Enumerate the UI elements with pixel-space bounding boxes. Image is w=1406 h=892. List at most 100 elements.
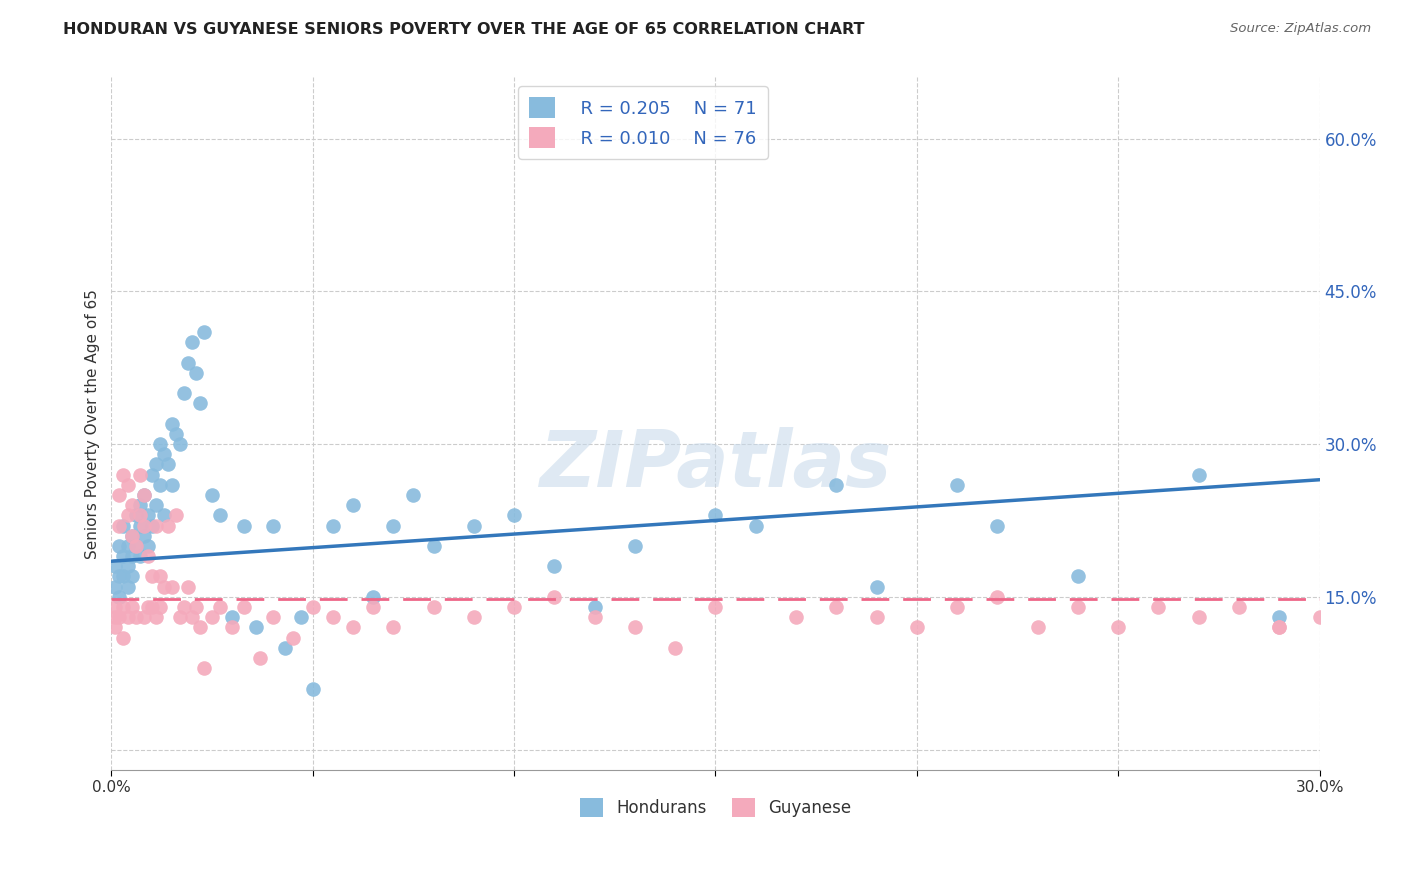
Point bbox=[165, 426, 187, 441]
Point bbox=[825, 600, 848, 615]
Point bbox=[160, 478, 183, 492]
Point bbox=[322, 518, 344, 533]
Point bbox=[160, 417, 183, 431]
Point bbox=[128, 549, 150, 563]
Point bbox=[124, 539, 146, 553]
Point bbox=[112, 467, 135, 482]
Point bbox=[117, 580, 139, 594]
Point bbox=[1227, 600, 1250, 615]
Point bbox=[104, 620, 127, 634]
Point bbox=[624, 620, 647, 634]
Point bbox=[121, 569, 143, 583]
Point bbox=[121, 600, 143, 615]
Point bbox=[181, 610, 204, 624]
Point bbox=[132, 518, 155, 533]
Point bbox=[1067, 569, 1090, 583]
Point bbox=[149, 600, 172, 615]
Point bbox=[121, 529, 143, 543]
Point bbox=[112, 600, 135, 615]
Point bbox=[193, 661, 215, 675]
Point bbox=[108, 610, 131, 624]
Point bbox=[117, 559, 139, 574]
Point bbox=[221, 610, 243, 624]
Point bbox=[132, 529, 155, 543]
Point bbox=[173, 600, 195, 615]
Point bbox=[108, 488, 131, 502]
Point bbox=[825, 478, 848, 492]
Point bbox=[117, 610, 139, 624]
Point bbox=[152, 508, 174, 523]
Point bbox=[745, 518, 768, 533]
Point bbox=[121, 529, 143, 543]
Point bbox=[463, 518, 485, 533]
Legend: Hondurans, Guyanese: Hondurans, Guyanese bbox=[572, 791, 858, 824]
Point bbox=[905, 620, 928, 634]
Point bbox=[117, 508, 139, 523]
Point bbox=[361, 590, 384, 604]
Point bbox=[173, 386, 195, 401]
Point bbox=[136, 600, 159, 615]
Point bbox=[124, 610, 146, 624]
Point bbox=[342, 620, 364, 634]
Point bbox=[865, 580, 887, 594]
Point bbox=[104, 580, 127, 594]
Point bbox=[361, 600, 384, 615]
Point bbox=[245, 620, 267, 634]
Point bbox=[136, 508, 159, 523]
Point bbox=[301, 681, 323, 696]
Point bbox=[865, 610, 887, 624]
Point bbox=[624, 539, 647, 553]
Point bbox=[149, 569, 172, 583]
Point bbox=[704, 508, 727, 523]
Point bbox=[342, 498, 364, 512]
Point bbox=[132, 610, 155, 624]
Point bbox=[117, 539, 139, 553]
Point bbox=[422, 600, 444, 615]
Point bbox=[503, 600, 526, 615]
Point bbox=[201, 488, 224, 502]
Point bbox=[188, 620, 211, 634]
Point bbox=[209, 600, 232, 615]
Point bbox=[583, 610, 606, 624]
Point bbox=[301, 600, 323, 615]
Point bbox=[141, 467, 163, 482]
Point bbox=[543, 559, 565, 574]
Point bbox=[141, 518, 163, 533]
Point bbox=[1067, 600, 1090, 615]
Point bbox=[463, 610, 485, 624]
Point bbox=[112, 569, 135, 583]
Point bbox=[583, 600, 606, 615]
Point bbox=[145, 498, 167, 512]
Point bbox=[1107, 620, 1129, 634]
Point bbox=[262, 610, 284, 624]
Point bbox=[141, 569, 163, 583]
Point bbox=[124, 539, 146, 553]
Point bbox=[221, 620, 243, 634]
Point bbox=[543, 590, 565, 604]
Point bbox=[1309, 610, 1331, 624]
Point bbox=[160, 580, 183, 594]
Point bbox=[233, 600, 256, 615]
Text: HONDURAN VS GUYANESE SENIORS POVERTY OVER THE AGE OF 65 CORRELATION CHART: HONDURAN VS GUYANESE SENIORS POVERTY OVE… bbox=[63, 22, 865, 37]
Point bbox=[290, 610, 312, 624]
Point bbox=[262, 518, 284, 533]
Point bbox=[145, 610, 167, 624]
Point bbox=[136, 539, 159, 553]
Point bbox=[121, 498, 143, 512]
Point bbox=[124, 508, 146, 523]
Point bbox=[1188, 467, 1211, 482]
Point bbox=[249, 651, 271, 665]
Point bbox=[108, 539, 131, 553]
Point bbox=[104, 610, 127, 624]
Point bbox=[128, 467, 150, 482]
Point bbox=[104, 559, 127, 574]
Point bbox=[141, 600, 163, 615]
Point bbox=[108, 518, 131, 533]
Point bbox=[112, 631, 135, 645]
Point bbox=[209, 508, 232, 523]
Point bbox=[1147, 600, 1170, 615]
Point bbox=[112, 518, 135, 533]
Point bbox=[145, 458, 167, 472]
Point bbox=[132, 488, 155, 502]
Point bbox=[1268, 610, 1291, 624]
